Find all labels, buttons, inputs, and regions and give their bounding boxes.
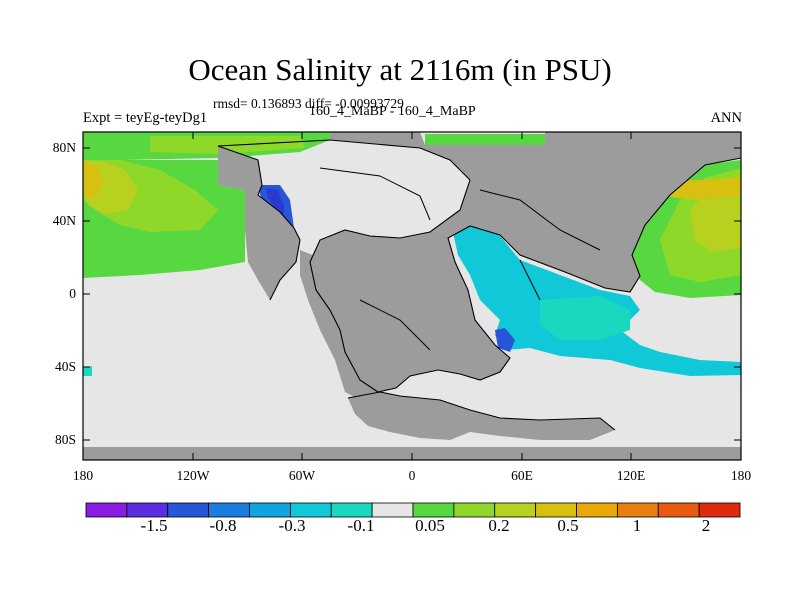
colorbar-box [126, 502, 169, 518]
x-tick-label: 180 [730, 468, 752, 483]
colorbar-box [330, 502, 373, 518]
x-tick-label: 180 [72, 468, 94, 483]
indian-teal-patch [540, 296, 630, 340]
colorbar-label: 0.2 [488, 516, 510, 535]
south-pacific-edge-patch [83, 366, 92, 376]
stats-line: rmsd= 0.136893 diff= -0.00993729 [213, 96, 404, 111]
coastline-south [347, 391, 616, 431]
x-tick-label: 60W [288, 468, 316, 483]
colorbar-label: -0.1 [347, 516, 375, 535]
colorbar-box [371, 502, 414, 518]
colorbar-box [535, 502, 577, 518]
x-tick-label: 120W [176, 468, 210, 483]
colorbar [85, 502, 741, 518]
y-tick-label: 0 [69, 286, 76, 301]
colorbar-box [167, 502, 210, 518]
pacific-core-field [83, 162, 104, 198]
arctic-east-green [425, 134, 545, 145]
colorbar-box [453, 502, 496, 518]
colorbar-box [85, 502, 128, 518]
x-tick-label: 120E [616, 468, 646, 483]
colorbar-box [249, 502, 291, 518]
y-tick-label: 40N [52, 213, 76, 228]
axis-ticks [82, 132, 742, 460]
coastline [217, 139, 742, 393]
y-tick-label: 80S [54, 432, 76, 447]
colorbar-box [412, 502, 455, 518]
interior-boundaries [319, 167, 601, 351]
colorbar-box [657, 502, 700, 518]
colorbar-label: -0.8 [209, 516, 237, 535]
y-tick-label: 80N [52, 140, 76, 155]
colorbar-box [208, 502, 250, 518]
colorbar-box [698, 502, 741, 518]
x-tick-label: 60E [511, 468, 533, 483]
indian-blue-patch [495, 328, 515, 352]
runs-label: 160_4_MaBP - 160_4_MaBP [309, 104, 476, 119]
colorbar-label: 0.5 [557, 516, 579, 535]
western-land-mass [218, 146, 300, 300]
experiment-label: Expt = teyEg-teyDg1 [83, 110, 208, 126]
southern-peninsula [300, 250, 378, 400]
antarctic-land [348, 392, 615, 440]
colorbar-box [616, 502, 659, 518]
colorbar-box [576, 502, 618, 518]
colorbar-label: 0.05 [415, 516, 445, 535]
colorbar-label: 2 [701, 516, 711, 535]
x-tick-label: 0 [408, 468, 416, 483]
coastline-west [217, 145, 301, 301]
colorbar-label: 1 [632, 516, 642, 535]
y-tick-label: 40S [54, 359, 76, 374]
colorbar-box [494, 502, 537, 518]
colorbar-label: -1.5 [140, 516, 168, 535]
colorbar-label: -0.3 [278, 516, 306, 535]
plot-title: Ocean Salinity at 2116m (in PSU) [188, 52, 612, 87]
colorbar-box [289, 502, 332, 518]
season-label: ANN [710, 110, 742, 126]
